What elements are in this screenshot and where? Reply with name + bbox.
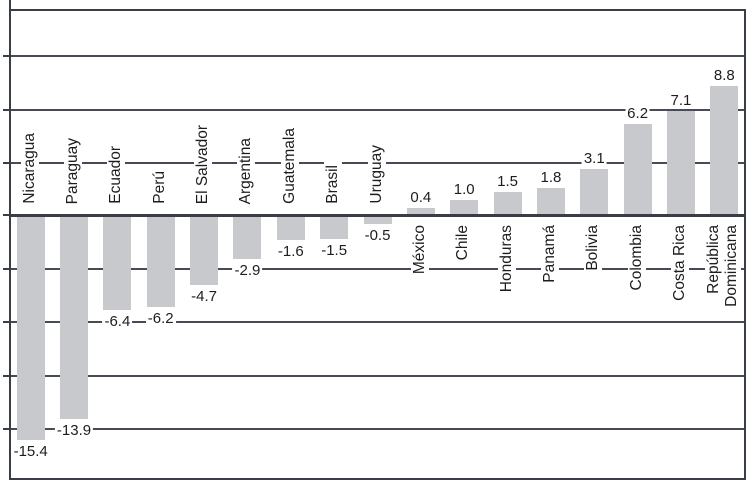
axis-tick [3,214,10,216]
zero-axis-line [9,214,746,217]
bar-value-label: -1.5 [319,241,350,259]
bar [146,217,175,307]
bar-value-label: 1.8 [538,168,564,186]
bar [320,217,349,239]
bar-value-label: 6.2 [625,105,651,123]
bar-value-label: 1.0 [451,180,477,198]
gridline [11,321,746,323]
bar [580,169,609,214]
bar-value-label: -6.4 [102,312,133,330]
bar [450,199,479,214]
bar [666,111,695,214]
country-label: México [410,222,429,278]
country-label: Chile [454,222,473,264]
bar [16,217,45,441]
country-label: Guatemala [280,125,299,207]
bar-value-label: -4.7 [189,288,220,306]
axis-tick [3,268,10,270]
gridline [11,55,746,57]
country-label: Paraguay [64,134,83,207]
bar-value-label: 7.1 [668,92,694,110]
bar [276,217,305,241]
bar-value-label: -6.2 [145,309,176,327]
country-label: Panamá [540,222,559,286]
bar [190,217,219,286]
bar-value-label: -0.5 [362,227,393,245]
axis-tick [3,109,10,111]
bar [103,217,132,310]
country-label: Nicaragua [20,130,39,207]
country-label: República Dominicana [705,222,742,310]
country-label: Ecuador [107,143,126,207]
bar-value-label: 1.5 [495,173,520,191]
axis-tick [3,55,10,57]
bar [536,187,565,214]
axis-tick [3,321,10,323]
country-label: Perú [150,168,169,207]
country-label: Colombia [627,222,646,294]
bar [406,208,435,214]
country-label: Bolivia [584,222,603,274]
bar-value-label: -15.4 [11,443,50,461]
country-label: Uruguay [367,142,386,207]
bar [60,217,89,419]
bar [493,192,522,214]
country-label: Costa Rica [670,222,689,304]
gridline [11,268,746,270]
bar-value-label: -2.9 [232,262,263,280]
country-label: Argentina [237,134,256,207]
bar [363,217,392,225]
bar-value-label: 3.1 [581,150,607,168]
gridline [11,109,746,111]
axis-tick [3,428,10,430]
axis-tick [3,375,10,377]
country-label: El Salvador [194,121,213,207]
bar [710,86,739,214]
bar-value-label: -1.6 [275,243,306,261]
bar [623,124,652,214]
country-label: Brasil [324,162,343,207]
country-label: Honduras [497,222,516,296]
gridline [11,428,746,430]
y-axis-stub [9,0,11,9]
gridline [11,375,746,377]
axis-tick [3,162,10,164]
bar-value-label: -13.9 [54,421,94,439]
bar-value-label: 0.4 [408,189,434,207]
bar-value-label: 8.8 [711,67,737,85]
bar [233,217,262,260]
